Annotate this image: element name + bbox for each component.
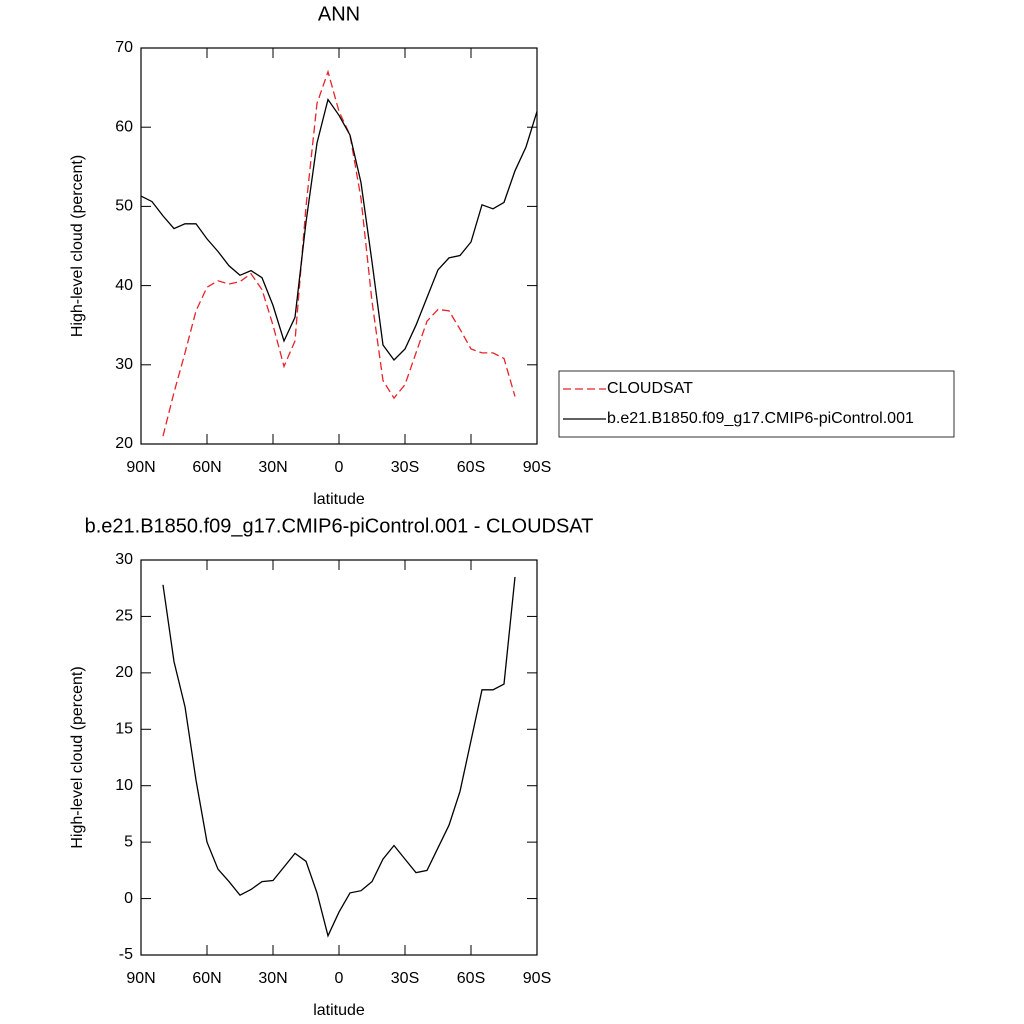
x-tick-label: 0	[335, 970, 344, 987]
x-tick-label: 30S	[391, 970, 419, 987]
legend-box	[558, 370, 955, 438]
y-tick-label: 50	[115, 198, 133, 215]
y-tick-label: 70	[115, 39, 133, 56]
legend-label: CLOUDSAT	[607, 380, 693, 397]
x-tick-label: 90N	[126, 459, 155, 476]
x-tick-label: 30S	[391, 459, 419, 476]
y-tick-label: 30	[115, 551, 133, 568]
series-line	[140, 97, 538, 361]
x-tick-label: 90S	[523, 970, 551, 987]
x-tick-label: 90N	[126, 970, 155, 987]
x-tick-label: 60S	[457, 970, 485, 987]
series-line	[162, 69, 516, 437]
x-axis-label: latitude	[313, 491, 365, 508]
x-tick-label: 60N	[192, 970, 221, 987]
plot-frame	[140, 47, 538, 445]
y-tick-label: 20	[115, 435, 133, 452]
y-tick-label: 10	[115, 777, 133, 794]
x-tick-label: 30N	[258, 970, 287, 987]
legend-label: b.e21.B1850.f09_g17.CMIP6-piControl.001	[607, 410, 914, 427]
y-tick-label: 15	[115, 721, 133, 738]
y-tick-label: 5	[124, 833, 133, 850]
x-tick-label: 30N	[258, 459, 287, 476]
y-tick-label: 20	[115, 664, 133, 681]
x-tick-label: 60N	[192, 459, 221, 476]
x-axis-label: latitude	[313, 1002, 365, 1019]
y-tick-label: -5	[119, 946, 133, 963]
x-tick-label: 0	[335, 459, 344, 476]
x-tick-label: 60S	[457, 459, 485, 476]
y-tick-label: 60	[115, 118, 133, 135]
y-tick-label: 0	[124, 890, 133, 907]
y-tick-label: 25	[115, 608, 133, 625]
y-tick-label: 40	[115, 277, 133, 294]
y-axis-label: High-level cloud (percent)	[69, 155, 86, 337]
plot-frame	[140, 559, 538, 956]
y-tick-label: 30	[115, 356, 133, 373]
series-line	[162, 576, 516, 938]
chart-title: ANN	[318, 3, 360, 25]
x-tick-label: 90S	[523, 459, 551, 476]
chart-title: b.e21.B1850.f09_g17.CMIP6-piControl.001 …	[85, 515, 594, 537]
y-axis-label: High-level cloud (percent)	[69, 666, 86, 848]
